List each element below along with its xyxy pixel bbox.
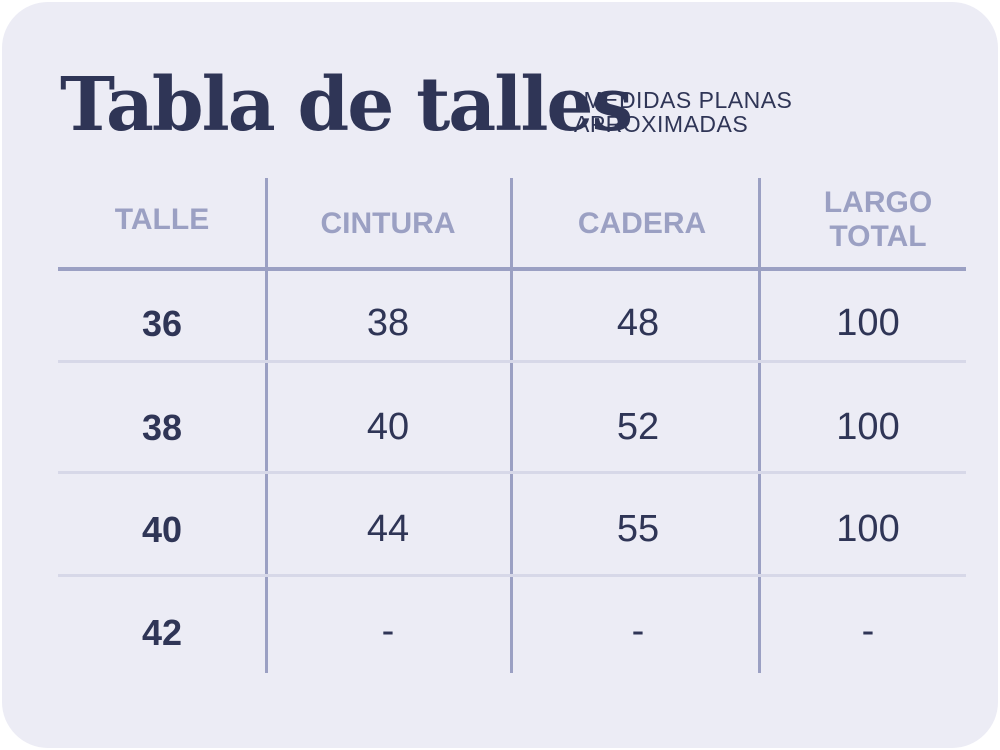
row-divider <box>58 471 966 474</box>
row-36-cintura: 38 <box>366 302 410 344</box>
header-largo-total: LARGO TOTAL <box>823 186 933 253</box>
row-42-cintura: - <box>381 610 395 652</box>
row-42-largo: - <box>861 610 875 652</box>
row-40-largo: 100 <box>836 508 900 550</box>
row-40-cadera: 55 <box>616 508 660 550</box>
measurement-note-line-1: *MEDIDAS PLANAS <box>574 87 793 113</box>
column-divider <box>265 178 268 673</box>
row-40-cintura: 44 <box>366 508 410 550</box>
row-36-talle: 36 <box>141 303 183 344</box>
row-36-cadera: 48 <box>616 302 660 344</box>
measurement-note-line-2: APROXIMADAS <box>574 111 749 137</box>
row-42-cadera: - <box>631 610 645 652</box>
row-38-talle: 38 <box>141 407 183 448</box>
row-divider <box>58 574 966 577</box>
header-cadera: CADERA <box>577 207 707 240</box>
row-38-largo: 100 <box>836 406 900 448</box>
header-cintura: CINTURA <box>320 207 456 240</box>
measurement-note: *MEDIDAS PLANAS APROXIMADAS <box>574 88 874 136</box>
column-divider <box>510 178 513 673</box>
header-talle: TALLE <box>114 203 210 236</box>
row-40-talle: 40 <box>141 509 183 550</box>
row-38-cadera: 52 <box>616 406 660 448</box>
row-36-largo: 100 <box>836 302 900 344</box>
page-title: Tabla de talles <box>60 62 633 148</box>
header-divider <box>58 267 966 271</box>
column-divider <box>758 178 761 673</box>
row-divider <box>58 360 966 363</box>
row-42-talle: 42 <box>141 612 183 653</box>
row-38-cintura: 40 <box>366 406 410 448</box>
